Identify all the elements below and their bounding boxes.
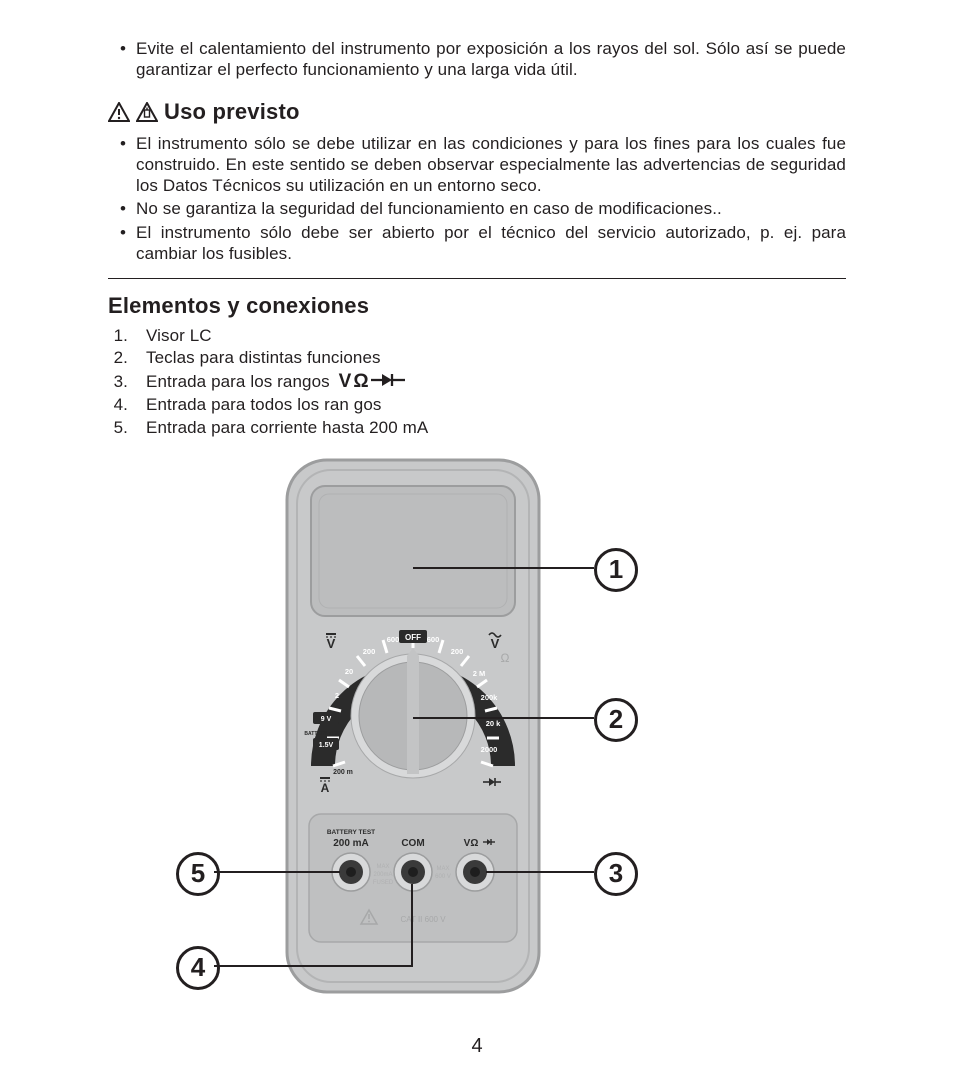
range-symbols: VΩ (339, 370, 405, 394)
callout-4: 4 (176, 946, 220, 990)
divider (108, 278, 846, 279)
bullet-item: El instrumento sólo se debe utilizar en … (108, 133, 846, 197)
svg-text:600: 600 (427, 635, 440, 644)
svg-text:9 V: 9 V (321, 716, 332, 723)
warning-triangle-manual-icon (136, 102, 158, 122)
leader-line (486, 871, 594, 873)
leader-line (411, 884, 413, 967)
list-item-text: Entrada para corriente hasta 200 mA (146, 417, 428, 438)
svg-text:BATTERY TEST: BATTERY TEST (304, 731, 341, 737)
svg-text:200 m: 200 m (333, 769, 353, 776)
svg-text:VΩ: VΩ (464, 838, 479, 849)
bullet-item: No se garantiza la seguridad del funcion… (108, 198, 846, 219)
list-item-number: 5. (112, 417, 128, 438)
svg-text:200: 200 (363, 647, 376, 656)
svg-text:V: V (327, 636, 336, 651)
leader-line (214, 965, 413, 967)
svg-text:FUSED: FUSED (373, 880, 394, 886)
leader-line (214, 871, 340, 873)
list-item: 4. Entrada para todos los ran gos (108, 394, 846, 415)
uso-previsto-bullets: El instrumento sólo se debe utilizar en … (108, 133, 846, 265)
svg-text:200: 200 (451, 647, 464, 656)
leader-line (413, 717, 594, 719)
list-item: 2. Teclas para distintas funciones (108, 347, 846, 368)
svg-text:600: 600 (387, 635, 400, 644)
multimeter-device: OFF V V Ω A (283, 456, 543, 996)
warning-triangle-icon (108, 102, 130, 122)
callout-2: 2 (594, 698, 638, 742)
svg-text:OFF: OFF (405, 633, 421, 642)
svg-text:200mA: 200mA (373, 872, 392, 878)
svg-text:CAT II 600 V: CAT II 600 V (400, 915, 446, 924)
svg-text:200 mA: 200 mA (333, 838, 369, 849)
page: Evite el calentamiento del instrumento p… (0, 0, 954, 1084)
list-item-number: 3. (112, 371, 128, 392)
svg-text:MAX: MAX (376, 864, 389, 870)
list-item: 5. Entrada para corriente hasta 200 mA (108, 417, 846, 438)
diode-icon (371, 371, 405, 392)
list-item-number: 1. (112, 325, 128, 346)
list-item-text: Teclas para distintas funciones (146, 347, 381, 368)
list-item: 3. Entrada para los rangos VΩ (108, 370, 846, 394)
multimeter-figure: OFF V V Ω A (108, 456, 846, 1036)
svg-text:1.5V: 1.5V (319, 742, 334, 749)
section-title-uso-previsto: Uso previsto (108, 99, 846, 125)
svg-text:MAX: MAX (436, 866, 449, 872)
list-item-text: Entrada para todos los ran gos (146, 394, 381, 415)
list-item-text: Entrada para los rangos VΩ (146, 370, 405, 394)
svg-text:20: 20 (345, 667, 353, 676)
callout-1: 1 (594, 548, 638, 592)
section-title-elementos: Elementos y conexiones (108, 293, 846, 319)
list-item-number: 2. (112, 347, 128, 368)
list-item: 1. Visor LC (108, 325, 846, 346)
section-title-text: Uso previsto (164, 99, 300, 125)
callout-5: 5 (176, 852, 220, 896)
svg-text:A: A (321, 781, 330, 795)
svg-text:20 k: 20 k (486, 719, 501, 728)
svg-text:2 M: 2 M (473, 669, 486, 678)
list-item-text: Visor LC (146, 325, 212, 346)
svg-text:Ω: Ω (501, 651, 510, 665)
callout-3: 3 (594, 852, 638, 896)
elementos-list: 1. Visor LC 2. Teclas para distintas fun… (108, 325, 846, 438)
section-title-text: Elementos y conexiones (108, 293, 369, 319)
svg-text:2000: 2000 (481, 745, 498, 754)
svg-text:COM: COM (401, 838, 424, 849)
svg-text:2: 2 (335, 691, 339, 700)
list-item-number: 4. (112, 394, 128, 415)
volt-symbol: V (339, 370, 352, 394)
svg-text:BATTERY TEST: BATTERY TEST (327, 829, 375, 836)
svg-text:200k: 200k (481, 693, 499, 702)
svg-text:V: V (491, 636, 500, 651)
svg-text:600 V: 600 V (435, 874, 451, 880)
intro-bullet: Evite el calentamiento del instrumento p… (108, 38, 846, 81)
ohm-symbol: Ω (353, 370, 368, 394)
bullet-item: El instrumento sólo debe ser abierto por… (108, 222, 846, 265)
page-number: 4 (0, 1035, 954, 1058)
leader-line (413, 567, 594, 569)
